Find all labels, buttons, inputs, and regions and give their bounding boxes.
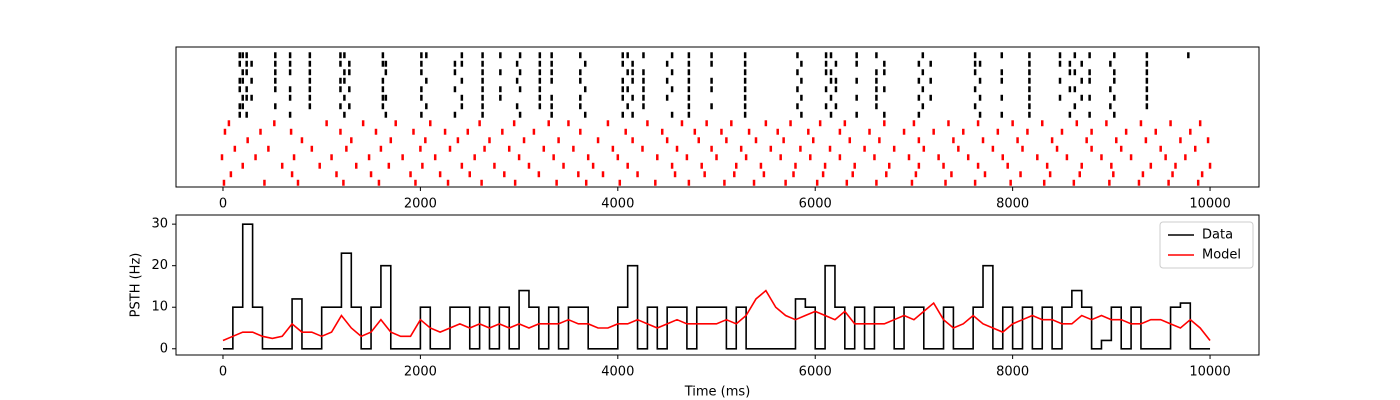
- x-tick-label: 6000: [799, 197, 832, 212]
- axes-frame: [175, 214, 1260, 356]
- x-tick-label: 8000: [996, 365, 1029, 380]
- y-tick-label: 10: [151, 300, 168, 315]
- x-tick-label: 4000: [601, 197, 634, 212]
- x-tick-label: 8000: [996, 197, 1029, 212]
- axes-frame: [175, 46, 1260, 188]
- legend-label: Data: [1202, 228, 1233, 243]
- x-tick-label: 6000: [799, 365, 832, 380]
- x-tick-label: 0: [219, 365, 227, 380]
- y-tick-label: 30: [151, 217, 168, 232]
- legend-box: [1159, 221, 1254, 269]
- y-tick-label: 0: [160, 341, 168, 356]
- x-tick-label: 2000: [404, 365, 437, 380]
- legend-label: Model: [1202, 248, 1241, 263]
- series-line: [222, 223, 1211, 350]
- x-tick-label: 4000: [601, 365, 634, 380]
- x-tick-label: 10000: [1189, 197, 1230, 212]
- x-tick-label: 2000: [404, 197, 437, 212]
- x-axis-label: Time (ms): [684, 385, 751, 400]
- y-tick-label: 20: [151, 258, 168, 273]
- series-line: [222, 289, 1211, 342]
- y-axis-label: PSTH (Hz): [129, 253, 144, 318]
- x-tick-label: 10000: [1189, 365, 1230, 380]
- x-tick-label: 0: [219, 197, 227, 212]
